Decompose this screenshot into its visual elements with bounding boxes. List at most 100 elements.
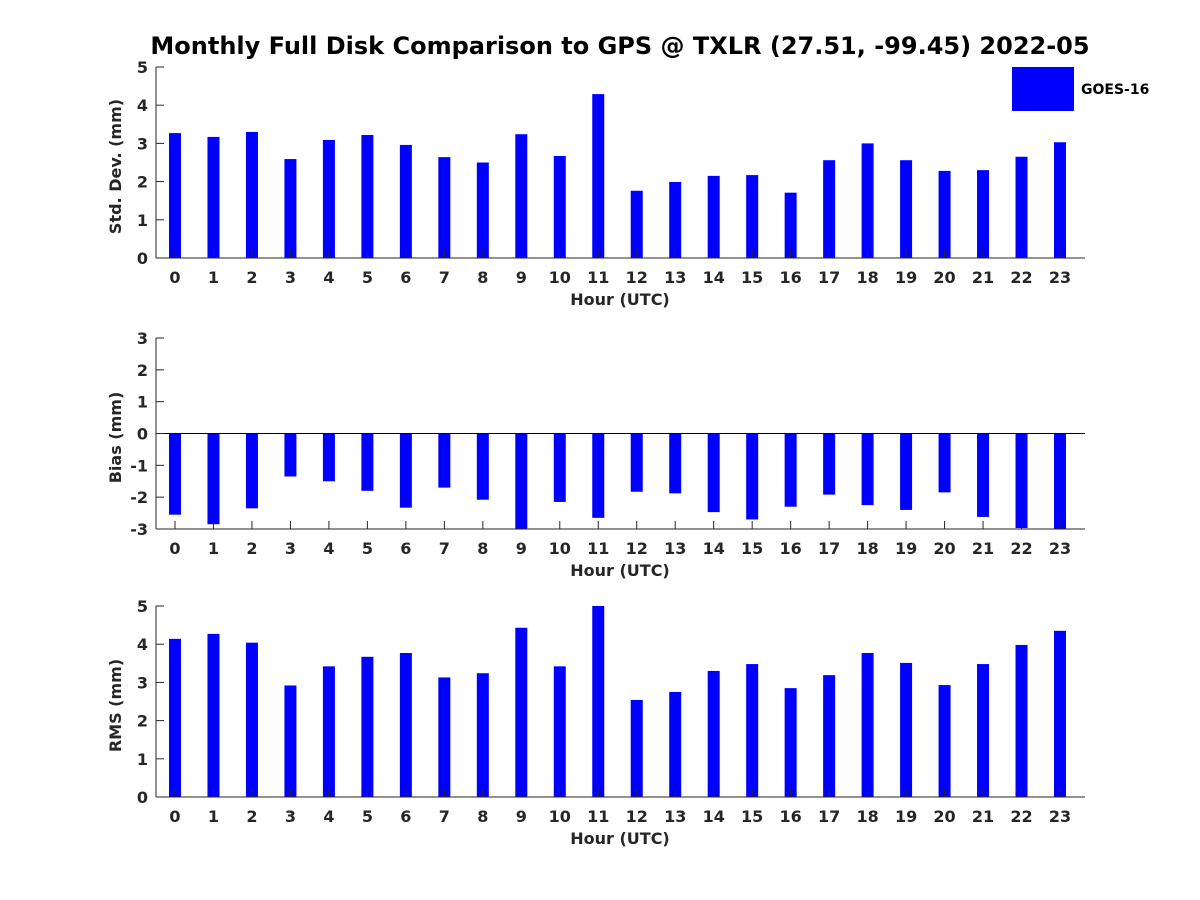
bias-x-axis-label: Hour (UTC) [570,561,670,580]
rms-xtick-label: 6 [400,807,411,826]
bias-xtick-label: 22 [1010,539,1032,558]
rms-xtick-label: 11 [587,807,609,826]
bias-bar-18 [861,433,874,506]
bias-bar-20 [938,433,951,493]
bias-xtick-label: 7 [439,539,450,558]
std-dev-ytick-label: 5 [137,58,148,77]
bias-ytick-label: -1 [130,456,148,475]
std-dev-bar-1 [207,136,220,258]
bias-bar-12 [630,433,643,492]
std-dev-bar-22 [1015,156,1028,258]
std-dev-xtick-label: 17 [818,268,840,287]
std-dev-ytick-label: 0 [137,249,148,268]
std-dev-xtick-label: 12 [626,268,648,287]
std-dev-xtick-label: 8 [477,268,488,287]
bias-xtick-label: 20 [933,539,955,558]
legend-swatch [1012,67,1074,111]
std-dev-xtick-label: 1 [208,268,219,287]
bias-bar-23 [1054,433,1066,529]
std-dev-bar-5 [361,134,374,258]
std-dev-bar-2 [245,131,258,258]
rms-xtick-label: 1 [208,807,219,826]
std-dev-bar-14 [707,175,720,258]
rms-y-axis-label: RMS (mm) [106,659,125,752]
bias-xtick-label: 15 [741,539,763,558]
rms-bar-8 [476,673,489,797]
rms-bar-3 [284,685,297,797]
std-dev-bar-18 [861,143,874,258]
rms-bar-5 [361,656,374,797]
std-dev-bar-8 [476,162,489,258]
std-dev-xtick-label: 10 [549,268,571,287]
bias-bar-5 [361,433,374,491]
std-dev-bar-10 [553,156,566,258]
bias-xtick-label: 8 [477,539,488,558]
bias-xtick-label: 18 [856,539,878,558]
std-dev-bar-15 [746,175,759,258]
rms-bar-9 [515,627,528,797]
std-dev-x-axis-label: Hour (UTC) [570,290,670,309]
std-dev-xtick-label: 22 [1010,268,1032,287]
bias-ytick-label: -2 [130,488,148,507]
rms-bar-23 [1054,630,1066,797]
rms-ytick-label: 2 [137,712,148,731]
std-dev-bar-12 [630,190,643,258]
std-dev-xtick-label: 2 [246,268,257,287]
bias-xtick-label: 3 [285,539,296,558]
std-dev-ytick-label: 1 [137,211,148,230]
rms-xtick-label: 8 [477,807,488,826]
bias-xtick-label: 1 [208,539,219,558]
std-dev-bar-21 [977,170,990,258]
std-dev-bar-4 [322,139,335,258]
rms-ytick-label: 3 [137,673,148,692]
rms-xtick-label: 23 [1049,807,1071,826]
bias-xtick-label: 23 [1049,539,1071,558]
rms-ytick-label: 1 [137,750,148,769]
rms-bar-14 [707,670,720,797]
std-dev-xtick-label: 7 [439,268,450,287]
legend: GOES-16 [1012,67,1149,111]
bias-bar-3 [284,433,297,477]
rms-x-axis-label: Hour (UTC) [570,829,670,848]
rms-xtick-label: 2 [246,807,257,826]
rms-bar-21 [977,664,990,797]
rms-xtick-label: 15 [741,807,763,826]
bias-ytick-label: 0 [137,425,148,444]
legend-label: GOES-16 [1081,82,1149,98]
bias-bar-2 [245,433,258,509]
std-dev-bar-20 [938,170,951,258]
rms-xtick-label: 0 [169,807,180,826]
bias-bar-4 [322,433,335,482]
bias-ytick-label: 1 [137,393,148,412]
std-dev-bar-16 [784,192,797,258]
rms-bar-22 [1015,644,1028,797]
bias-bar-19 [900,433,913,510]
std-dev-xtick-label: 9 [516,268,527,287]
rms-bar-20 [938,685,951,797]
bias-bar-15 [746,433,759,520]
bias-bar-17 [823,433,836,495]
rms-xtick-label: 19 [895,807,917,826]
std-dev-xtick-label: 21 [972,268,994,287]
rms-bar-17 [823,675,836,797]
rms-xtick-label: 16 [780,807,802,826]
bias-xtick-label: 16 [780,539,802,558]
rms-bar-1 [207,633,220,797]
rms-xtick-label: 20 [933,807,955,826]
bias-bar-11 [592,433,605,518]
std-dev-xtick-label: 19 [895,268,917,287]
rms-bar-10 [553,666,566,797]
rms-bar-0 [169,638,181,797]
bias-bar-9 [515,433,528,529]
std-dev-bar-6 [399,144,412,258]
bias-bar-7 [438,433,451,488]
std-dev-bar-19 [900,160,913,258]
rms-bar-6 [399,652,412,797]
std-dev-ytick-label: 2 [137,173,148,192]
bias-xtick-label: 13 [664,539,686,558]
rms-ytick-label: 0 [137,788,148,807]
